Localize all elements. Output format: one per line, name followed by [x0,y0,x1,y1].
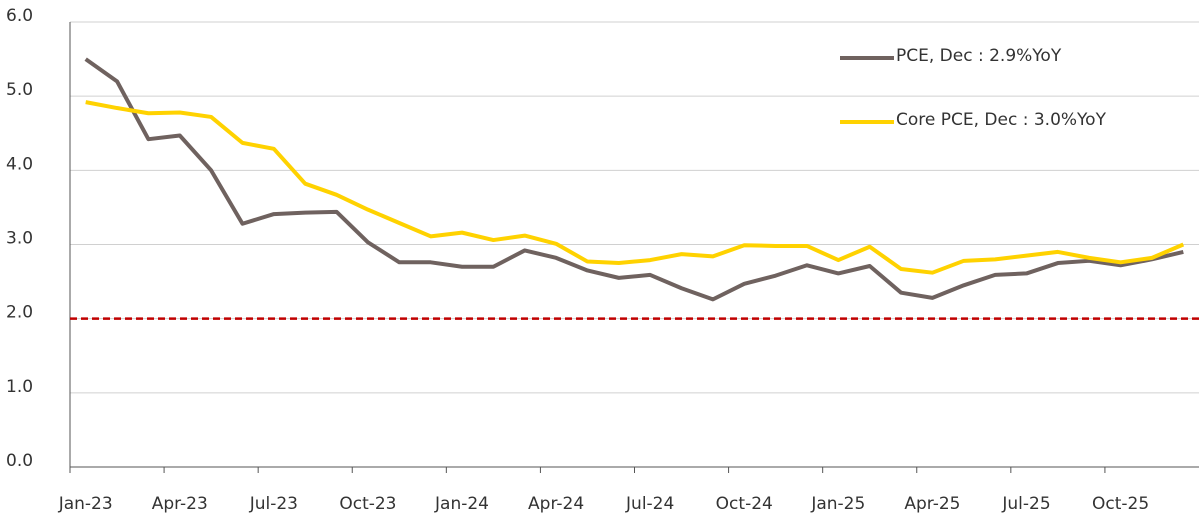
y-tick-label: 5.0 [6,80,33,100]
x-tick-label: Apr-25 [904,494,960,514]
legend-label: PCE, Dec : 2.9%YoY [896,46,1062,66]
x-tick-label: Jul-23 [249,494,298,514]
legend-label: Core PCE, Dec : 3.0%YoY [896,110,1107,130]
y-tick-label: 0.0 [6,451,33,471]
y-tick-label: 4.0 [6,154,33,174]
x-tick-label: Apr-24 [528,494,584,514]
line-series [84,57,1184,302]
y-tick-label: 1.0 [6,377,33,397]
line-series [85,100,1185,275]
x-tick-label: Jan-24 [434,494,489,514]
x-tick-label: Oct-25 [1092,494,1149,514]
x-tick-label: Jan-23 [58,494,113,514]
y-tick-label: 2.0 [6,303,33,323]
x-tick-label: Jul-24 [625,494,674,514]
x-tick-label: Oct-23 [339,494,396,514]
x-tick-label: Apr-23 [152,494,208,514]
y-tick-label: 6.0 [6,6,33,26]
x-tick-label: Jul-25 [1001,494,1050,514]
x-tick-label: Oct-24 [716,494,773,514]
y-tick-label: 3.0 [6,229,33,249]
x-tick-label: Jan-25 [810,494,865,514]
